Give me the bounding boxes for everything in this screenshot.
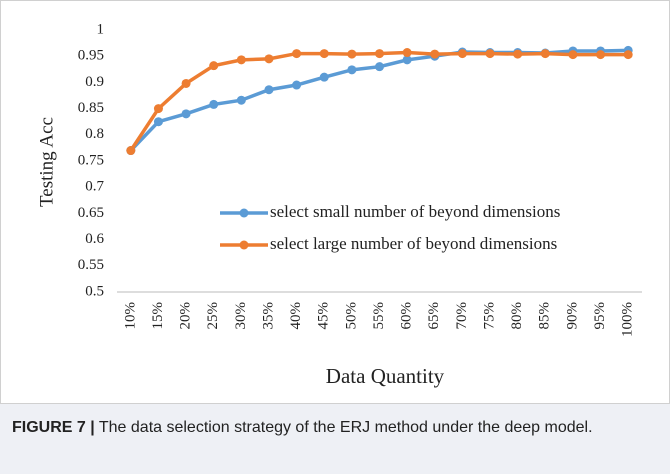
caption: FIGURE 7 | The data selection strategy o…	[0, 404, 670, 474]
point	[347, 65, 357, 75]
point	[153, 104, 163, 114]
point	[540, 49, 550, 59]
point	[292, 80, 302, 90]
caption-label: FIGURE 7 |	[12, 419, 95, 436]
x-tick-label: 75%	[481, 302, 497, 330]
y-tick-label: 0.55	[78, 257, 104, 273]
x-tick-label: 25%	[205, 302, 221, 330]
x-tick-label: 30%	[233, 302, 249, 330]
y-tick-label: 0.5	[85, 283, 104, 299]
point	[457, 49, 467, 59]
point	[319, 49, 329, 59]
point	[126, 146, 136, 156]
x-tick-label: 100%	[620, 302, 636, 337]
point	[485, 49, 495, 59]
y-tick-label: 0.9	[85, 74, 104, 90]
point	[623, 50, 633, 60]
x-tick-label: 85%	[537, 302, 553, 330]
legend-label: select large number of beyond dimensions	[270, 234, 557, 253]
point	[181, 109, 191, 119]
x-tick-label: 55%	[371, 302, 387, 330]
caption-text: The data selection strategy of the ERJ m…	[98, 419, 593, 436]
y-axis-label: Testing Acc	[36, 117, 57, 207]
y-tick-label: 0.7	[85, 179, 104, 195]
x-axis-label: Data Quantity	[326, 364, 445, 388]
x-tick-label: 95%	[592, 302, 608, 330]
point	[375, 62, 384, 72]
x-tick-label: 10%	[122, 302, 138, 330]
point	[181, 78, 191, 88]
point	[153, 117, 163, 127]
x-tick-label: 90%	[564, 302, 580, 330]
point	[402, 55, 412, 65]
point	[236, 55, 246, 65]
point	[264, 85, 274, 95]
x-tick-label: 20%	[178, 302, 194, 330]
x-tick-label: 40%	[288, 302, 304, 330]
chart-frame	[0, 0, 670, 404]
point	[347, 49, 357, 59]
y-tick-label: 1	[97, 21, 105, 37]
y-tick-label: 0.75	[78, 152, 104, 168]
x-tick-label: 65%	[426, 302, 442, 330]
point	[292, 49, 302, 59]
chart: Testing Acc Data Quantity 0.5 0.55 0.6 0.65…	[0, 0, 670, 404]
point	[430, 49, 440, 59]
y-tick-label: 0.65	[78, 205, 104, 221]
x-tick-label: 70%	[454, 302, 470, 330]
point	[513, 49, 523, 59]
point	[209, 61, 219, 71]
y-tick-label: 0.95	[78, 48, 104, 64]
point	[596, 50, 606, 60]
x-tick-label: 80%	[509, 302, 525, 330]
point	[264, 54, 274, 64]
point	[236, 95, 246, 105]
x-tick-label: 50%	[343, 302, 359, 330]
y-tick-label: 0.6	[85, 231, 104, 247]
point	[568, 50, 578, 60]
legend-marker	[239, 208, 249, 218]
x-tick-label: 60%	[399, 302, 415, 330]
point	[402, 48, 412, 58]
y-tick-label: 0.8	[85, 126, 104, 142]
x-tick-label: 35%	[260, 302, 276, 330]
legend-marker	[239, 240, 249, 250]
x-tick-label: 45%	[316, 302, 332, 330]
point	[375, 49, 384, 59]
y-tick-label: 0.85	[78, 100, 104, 116]
x-tick-label: 15%	[150, 302, 166, 330]
legend-label: select small number of beyond dimensions	[270, 202, 560, 221]
point	[319, 72, 329, 82]
point	[209, 99, 219, 109]
